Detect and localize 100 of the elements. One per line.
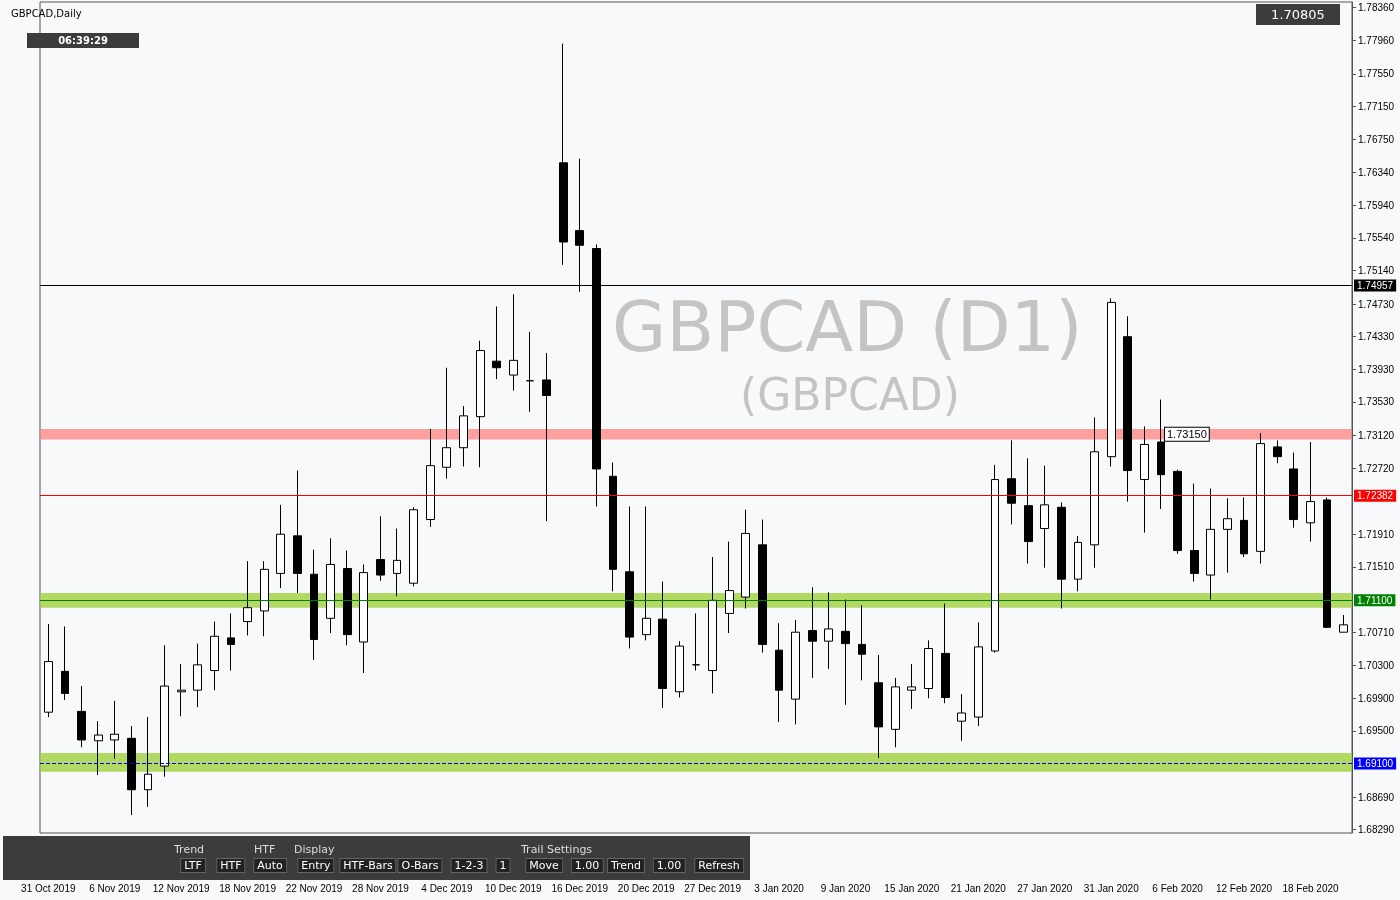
candlestick <box>276 504 285 589</box>
candlestick <box>1173 469 1182 555</box>
candlestick <box>127 725 136 816</box>
candlestick <box>1323 497 1331 629</box>
candlestick <box>293 470 302 594</box>
x-tick-label: 31 Jan 2020 <box>1083 882 1140 894</box>
x-tick-label: 21 Jan 2020 <box>950 882 1007 894</box>
ref-line-label: 1.72382 <box>1357 490 1394 502</box>
x-tick-label: 27 Dec 2019 <box>684 882 742 894</box>
candlestick <box>442 367 451 480</box>
candlestick <box>144 716 152 808</box>
y-tick-label: 1.75540 <box>1358 232 1395 244</box>
candlestick <box>1007 439 1016 525</box>
candlestick <box>310 549 318 661</box>
candlestick <box>1140 425 1149 534</box>
candlestick <box>692 612 700 672</box>
text: GBPCAD,Daily <box>11 7 82 19</box>
candlestick <box>1339 614 1348 633</box>
candlestick <box>1090 417 1099 569</box>
x-tick-label: 4 Dec 2019 <box>421 882 473 894</box>
x-tick-label: 16 Dec 2019 <box>551 882 609 894</box>
candlestick <box>426 428 435 528</box>
y-tick-label: 1.75140 <box>1358 265 1395 277</box>
candlestick <box>476 340 485 468</box>
x-tick-label: 6 Nov 2019 <box>89 882 141 894</box>
candlestick <box>1206 488 1215 601</box>
text: 1 <box>495 858 511 873</box>
x-tick-label: 3 Jan 2020 <box>754 882 805 894</box>
candlestick <box>675 640 684 698</box>
x-tick-label: 28 Nov 2019 <box>352 882 410 894</box>
y-tick-label: 1.70300 <box>1358 660 1395 672</box>
x-tick-label: 20 Dec 2019 <box>617 882 675 894</box>
text: 1-2-3 <box>450 858 488 873</box>
candlestick <box>858 604 866 681</box>
candlestick <box>1223 497 1232 574</box>
candlestick <box>1256 432 1265 565</box>
x-tick-label: 12 Feb 2020 <box>1215 882 1273 894</box>
text: Move <box>525 858 563 873</box>
candlestick <box>359 563 368 674</box>
y-tick-label: 1.73530 <box>1358 396 1395 408</box>
y-tick-label: 1.72720 <box>1358 462 1395 474</box>
candlestick <box>492 305 501 380</box>
y-tick-label: 1.71910 <box>1358 528 1395 540</box>
ref-line-label: 1.69100 <box>1357 758 1394 770</box>
candlestick <box>1190 483 1199 583</box>
price-box: 1.70805 <box>1256 4 1340 25</box>
candlestick <box>1057 501 1066 610</box>
ref-line-label: 1.74957 <box>1357 280 1394 291</box>
text: Trend <box>174 843 205 856</box>
candlestick <box>177 663 186 717</box>
candlestick <box>393 528 401 597</box>
candlestick <box>941 603 950 704</box>
candlestick <box>924 639 933 699</box>
candlestick <box>625 505 634 650</box>
candlestick <box>758 519 767 654</box>
y-tick-label: 1.78360 <box>1358 2 1395 14</box>
candlestick <box>708 556 717 694</box>
y-tick-label: 1.76750 <box>1358 133 1395 145</box>
candlestick <box>94 720 103 776</box>
text: Entry <box>297 858 335 873</box>
candlestick <box>210 621 219 691</box>
text: Display <box>294 843 335 856</box>
candlestick <box>1123 315 1132 503</box>
x-tick-label: 9 Jan 2020 <box>820 882 871 894</box>
candlestick <box>376 515 385 582</box>
x-tick-label: 12 Nov 2019 <box>152 882 210 894</box>
y-tick-label: 1.76340 <box>1358 167 1395 179</box>
candlestick <box>775 622 783 723</box>
candlestick <box>907 663 916 710</box>
candlestick <box>1074 535 1082 592</box>
y-tick-label: 1.77550 <box>1358 68 1395 80</box>
y-tick-label: 1.69900 <box>1358 692 1395 704</box>
text: HTF <box>254 843 276 856</box>
x-tick-label: 18 Nov 2019 <box>219 882 277 894</box>
text: LTF <box>180 858 206 873</box>
candlestick <box>874 654 883 759</box>
candlestick <box>409 506 418 587</box>
candlestick <box>791 619 800 725</box>
band-label: 1.73150 <box>1167 428 1207 441</box>
y-tick-label: 1.75940 <box>1358 199 1395 211</box>
x-tick-label: 22 Nov 2019 <box>285 882 343 894</box>
candlestick <box>110 700 119 760</box>
candlestick <box>658 581 667 709</box>
candlestick <box>243 560 252 636</box>
candlestick <box>160 644 169 778</box>
candlestick <box>991 464 999 654</box>
text: 1.00 <box>652 858 686 873</box>
y-tick-label: 1.73120 <box>1358 429 1395 441</box>
x-tick-label: 6 Feb 2020 <box>1152 882 1204 894</box>
x-tick-label: 27 Jan 2020 <box>1017 882 1073 894</box>
text: 1.00 <box>570 858 604 873</box>
x-tick-label: 15 Jan 2020 <box>884 882 940 894</box>
candlestick <box>44 623 53 718</box>
candlestick <box>559 43 568 266</box>
y-tick-label: 1.74330 <box>1358 331 1395 343</box>
candlestick <box>609 461 617 592</box>
candlestick <box>193 643 202 708</box>
candlestick <box>77 685 86 748</box>
candlestick <box>841 599 850 706</box>
timer-box: 06:39:29 <box>27 33 139 48</box>
